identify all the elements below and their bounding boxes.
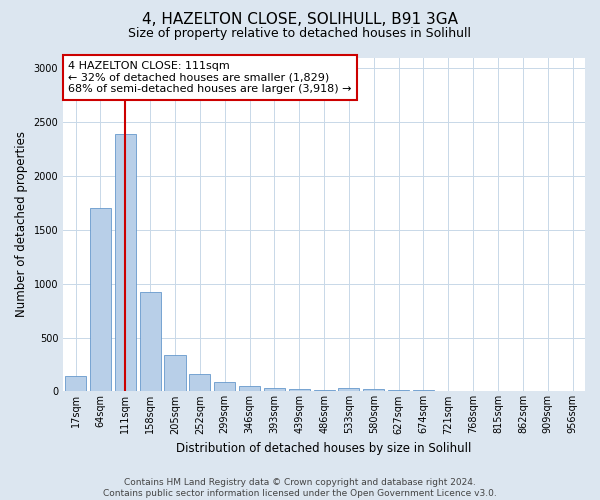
Bar — [214, 382, 235, 392]
Bar — [189, 374, 211, 392]
Bar — [363, 389, 385, 392]
Bar — [90, 208, 111, 392]
Bar — [289, 389, 310, 392]
X-axis label: Distribution of detached houses by size in Solihull: Distribution of detached houses by size … — [176, 442, 472, 455]
Bar — [388, 390, 409, 392]
Bar — [239, 386, 260, 392]
Bar — [314, 390, 335, 392]
Bar — [413, 390, 434, 392]
Text: 4, HAZELTON CLOSE, SOLIHULL, B91 3GA: 4, HAZELTON CLOSE, SOLIHULL, B91 3GA — [142, 12, 458, 28]
Bar — [438, 391, 459, 392]
Bar — [164, 355, 185, 392]
Bar — [140, 292, 161, 392]
Bar — [65, 376, 86, 392]
Text: Size of property relative to detached houses in Solihull: Size of property relative to detached ho… — [128, 28, 472, 40]
Y-axis label: Number of detached properties: Number of detached properties — [15, 132, 28, 318]
Text: Contains HM Land Registry data © Crown copyright and database right 2024.
Contai: Contains HM Land Registry data © Crown c… — [103, 478, 497, 498]
Text: 4 HAZELTON CLOSE: 111sqm
← 32% of detached houses are smaller (1,829)
68% of sem: 4 HAZELTON CLOSE: 111sqm ← 32% of detach… — [68, 61, 352, 94]
Bar — [338, 388, 359, 392]
Bar — [264, 388, 285, 392]
Bar — [115, 134, 136, 392]
